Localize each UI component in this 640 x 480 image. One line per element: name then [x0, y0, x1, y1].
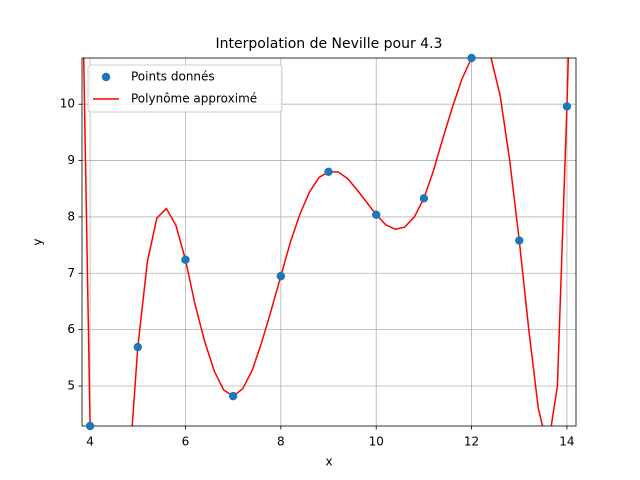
x-tick-label: 12: [464, 435, 479, 449]
scatter-point: [372, 210, 381, 219]
y-axis-label: y: [31, 238, 45, 245]
y-tick-label: 10: [60, 97, 75, 111]
legend-label: Polynôme approximé: [131, 92, 257, 106]
chart-title: Interpolation de Neville pour 4.3: [216, 36, 443, 52]
x-tick-label: 6: [182, 435, 190, 449]
x-axis-label: x: [325, 455, 332, 469]
ticks: 4 6 8 10 12 14 5 6 7 8 9 10: [60, 97, 575, 449]
y-tick-label: 5: [67, 378, 75, 392]
axes-frame: [81, 57, 577, 427]
scatter-point: [181, 255, 190, 264]
x-tick-label: 10: [369, 435, 384, 449]
legend: Points donnés Polynôme approximé: [87, 64, 283, 113]
x-tick-label: 4: [86, 435, 94, 449]
y-tick-label: 7: [67, 266, 75, 280]
y-tick-label: 6: [67, 322, 75, 336]
legend-label: Points donnés: [131, 70, 215, 84]
legend-marker: [101, 72, 111, 82]
scatter-point: [419, 194, 429, 203]
scatter-point: [515, 236, 524, 245]
grid: [82, 58, 576, 426]
scatter-point: [133, 342, 142, 352]
x-tick-label: 8: [277, 435, 285, 449]
scatter-point: [228, 391, 238, 401]
y-tick-label: 8: [67, 209, 75, 223]
scatter-point: [562, 102, 572, 111]
scatter-point: [324, 167, 333, 177]
y-tick-label: 9: [67, 153, 75, 167]
scatter-point: [85, 421, 95, 431]
x-tick-label: 14: [559, 435, 574, 449]
scatter-point: [276, 271, 286, 281]
scatter-point: [467, 53, 476, 63]
legend-box: [87, 64, 283, 113]
